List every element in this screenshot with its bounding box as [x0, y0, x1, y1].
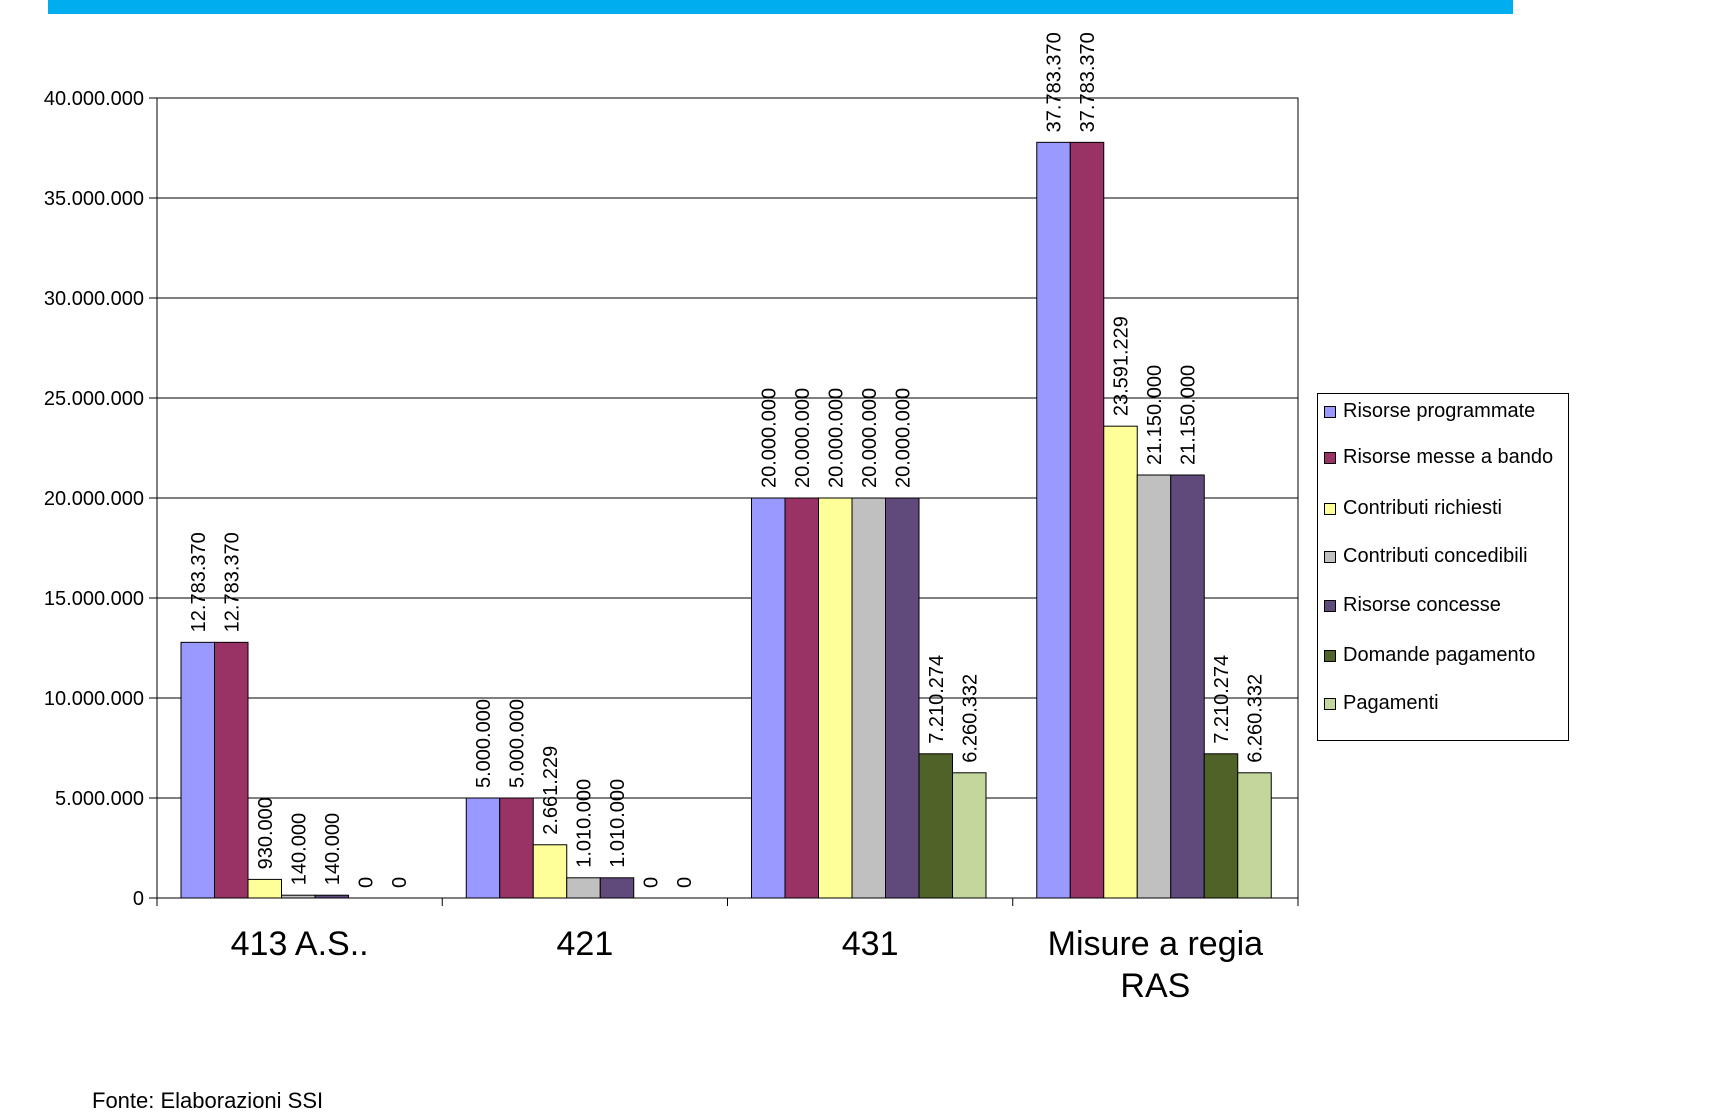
legend-label: Risorse concesse [1343, 594, 1501, 616]
y-tick-label: 25.000.000 [44, 388, 144, 410]
bar [566, 877, 601, 899]
bar [465, 797, 501, 899]
x-category-label: 413 A.S.. [231, 925, 369, 963]
legend-swatch-0 [1324, 406, 1336, 418]
data-label: 20.000.000 [859, 388, 881, 488]
data-label: 20.000.000 [792, 388, 814, 488]
data-label: 0 [355, 877, 377, 888]
data-label: 37.783.370 [1077, 32, 1099, 132]
chart-legend: Risorse programmate Risorse messe a band… [1317, 393, 1569, 741]
bar [751, 497, 786, 899]
bar [1203, 753, 1239, 899]
legend-label: Risorse programmate [1343, 400, 1536, 422]
data-label: 5.000.000 [507, 699, 529, 788]
data-label: 2.661.229 [540, 746, 562, 835]
y-tick-label: 15.000.000 [44, 588, 144, 610]
legend-swatch-6 [1324, 698, 1336, 710]
data-label: 20.000.000 [825, 388, 847, 488]
bar [214, 641, 249, 899]
legend-label: Pagamenti [1343, 692, 1439, 714]
y-tick-label: 30.000.000 [44, 288, 144, 310]
bar [1237, 772, 1272, 899]
bar [532, 844, 568, 899]
data-label: 0 [674, 877, 696, 888]
x-category-label: 421 [557, 925, 614, 963]
data-label: 20.000.000 [758, 388, 780, 488]
bar [180, 641, 215, 899]
bar [1170, 474, 1205, 899]
bar [952, 772, 987, 899]
data-label: 140.000 [288, 813, 310, 885]
data-label: 6.260.332 [959, 674, 981, 763]
bar [499, 797, 534, 899]
data-label: 0 [641, 877, 663, 888]
y-tick-label: 35.000.000 [44, 188, 144, 210]
x-category-label: 431 [842, 925, 899, 963]
data-label: 37.783.370 [1044, 32, 1066, 132]
bar [851, 497, 886, 899]
bar [1036, 141, 1071, 899]
legend-label: Risorse messe a bando [1343, 446, 1554, 468]
data-label: 5.000.000 [473, 699, 495, 788]
x-category-label: Misure a regia [1048, 925, 1264, 963]
bar [818, 497, 853, 899]
y-tick-label: 40.000.000 [44, 88, 144, 110]
legend-swatch-1 [1324, 452, 1336, 464]
legend-label: Domande pagamento [1343, 644, 1536, 666]
y-tick-label: 0 [133, 888, 144, 910]
bar [247, 878, 282, 899]
legend-label: Contributi concedibili [1343, 545, 1528, 567]
data-label: 1.010.000 [607, 779, 629, 868]
y-tick-label: 5.000.000 [55, 788, 144, 810]
data-label: 0 [389, 877, 411, 888]
bar [885, 497, 920, 899]
legend-swatch-3 [1324, 551, 1336, 563]
data-label: 6.260.332 [1245, 674, 1267, 763]
data-label: 930.000 [255, 797, 277, 869]
legend-swatch-4 [1324, 600, 1336, 612]
data-label: 12.783.370 [221, 532, 243, 632]
y-tick-label: 10.000.000 [44, 688, 144, 710]
plot-border [156, 97, 1299, 898]
header-accent-bar [48, 0, 1513, 14]
data-label: 7.210.274 [926, 655, 948, 744]
data-label: 7.210.274 [1211, 655, 1233, 744]
bar [1069, 141, 1105, 899]
legend-label: Contributi richiesti [1343, 497, 1502, 519]
x-category-label: RAS [1120, 967, 1190, 1005]
bar [1103, 425, 1138, 899]
bar [1136, 474, 1172, 899]
data-label: 21.150.000 [1178, 365, 1200, 465]
bar [599, 877, 635, 899]
data-label: 23.591.229 [1111, 316, 1133, 416]
data-label: 140.000 [322, 813, 344, 885]
source-note: Fonte: Elaborazioni SSI [92, 1088, 324, 1113]
data-label: 12.783.370 [188, 532, 210, 632]
bar [784, 497, 819, 899]
legend-swatch-5 [1324, 650, 1336, 662]
data-label: 1.010.000 [574, 779, 596, 868]
legend-swatch-2 [1324, 503, 1336, 515]
bar [918, 753, 953, 899]
data-label: 21.150.000 [1144, 365, 1166, 465]
data-label: 20.000.000 [892, 388, 914, 488]
y-tick-label: 20.000.000 [44, 488, 144, 510]
